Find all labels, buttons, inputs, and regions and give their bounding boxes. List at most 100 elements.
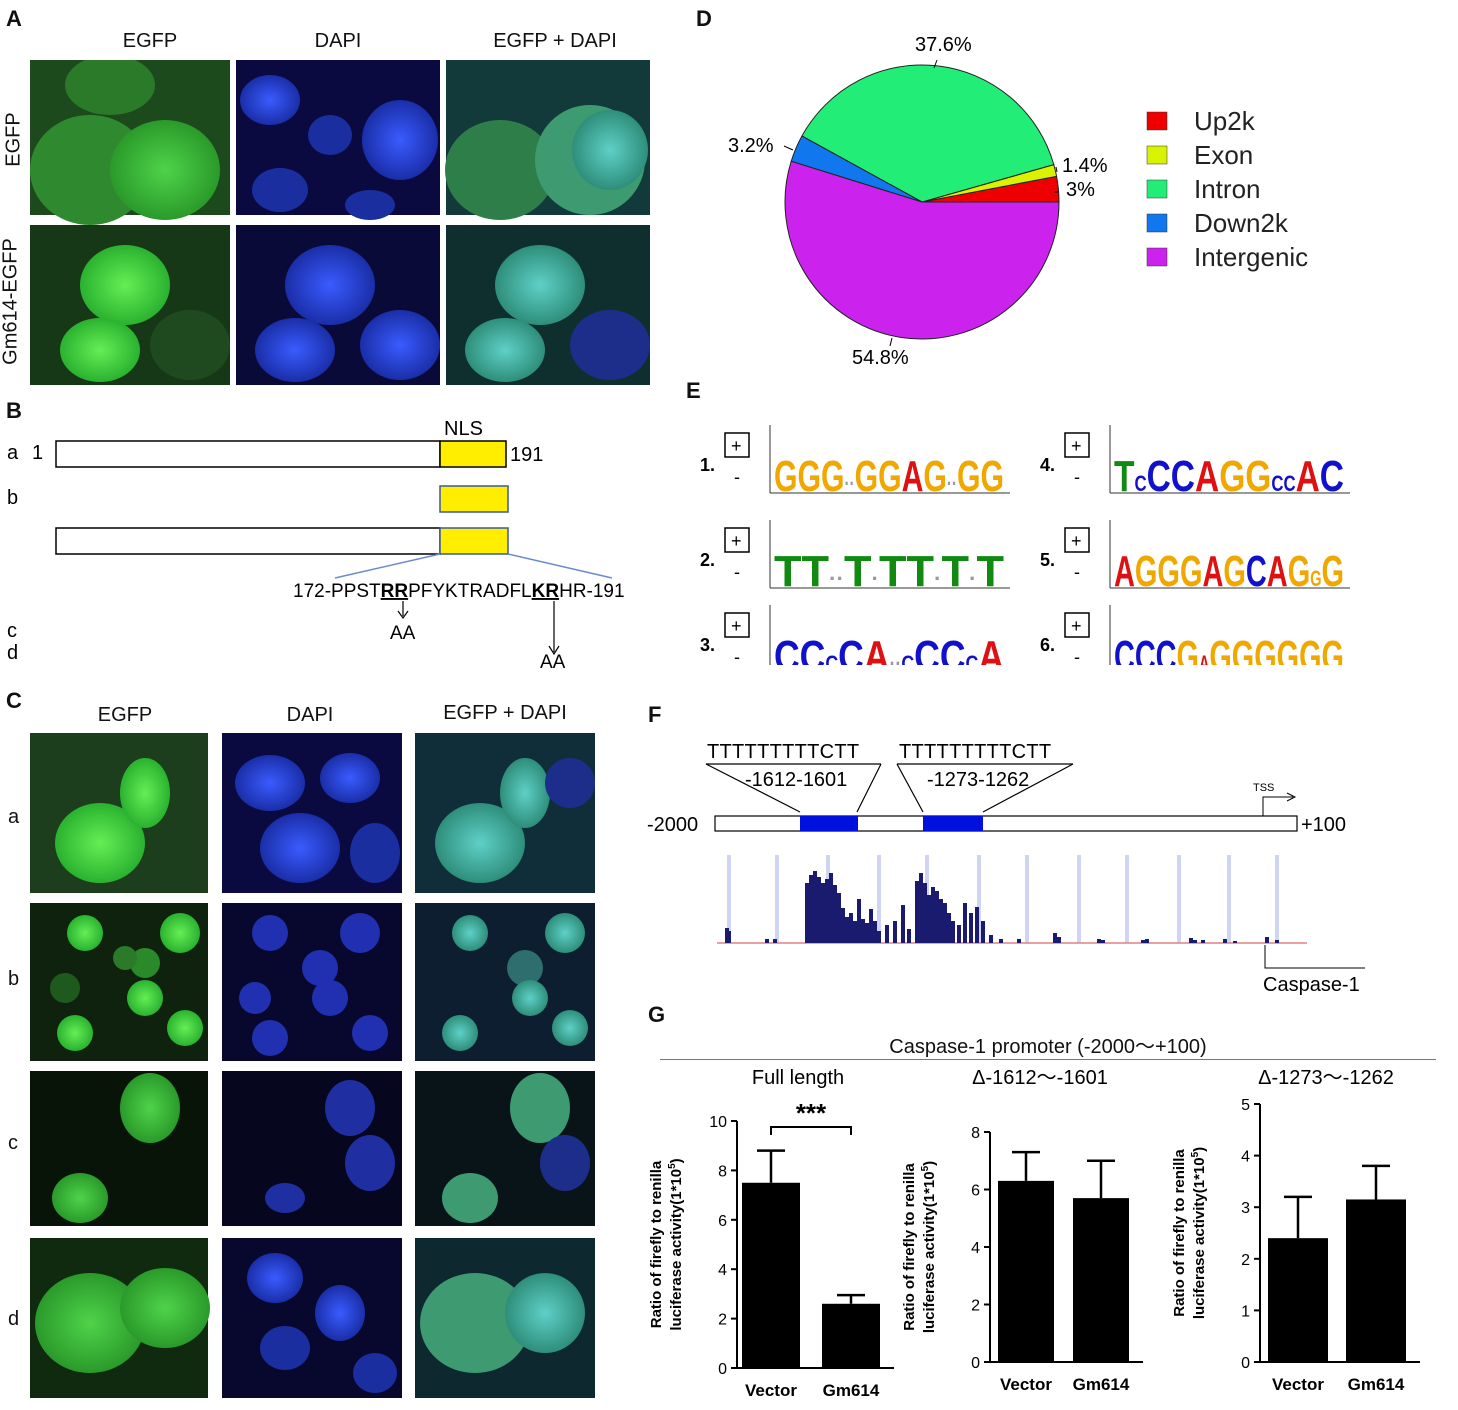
y-tick-2-8: 8 — [971, 1125, 980, 1142]
motif-number-2: 2. — [700, 550, 715, 570]
motif-number-4: 4. — [1040, 455, 1055, 475]
bar-chart-title-2: Δ-1612～-1601 — [972, 1067, 1108, 1089]
promoter-right-label: +100 — [1301, 814, 1346, 836]
panel-g-title: Caspase-1 promoter (-2000～+100) — [889, 1036, 1207, 1058]
panel-f-letter: F — [648, 702, 662, 727]
nls-sequence: 172-PPSTRRPFYKTRADFLKRHR-191 — [293, 581, 625, 602]
motif-plus-2: + — [731, 531, 742, 551]
motif-site-2 — [923, 816, 983, 831]
pie-label-intergenic: 54.8% — [852, 347, 909, 369]
motif-number-5: 5. — [1040, 550, 1055, 570]
motif-logo-5: AGGGAGCAGGG — [1114, 547, 1344, 596]
pie-label-down2k: 3.2% — [728, 135, 774, 157]
motif-logo-4: TCCCAGGCCAC — [1114, 452, 1344, 501]
legend-label-down2k: Down2k — [1194, 208, 1289, 238]
motif-strand-box-4 — [1064, 432, 1090, 458]
motif-plus-6: + — [1071, 616, 1082, 636]
row-c-label: c — [7, 620, 17, 642]
legend-label-exon: Exon — [1194, 140, 1253, 170]
panel-d-letter: D — [696, 6, 712, 31]
motif-pos-2: -1273-1262 — [927, 769, 1029, 791]
y-tick-3-4: 4 — [1241, 1149, 1250, 1166]
panel-b-letter: B — [6, 398, 22, 423]
panel-a-col-egfp: EGFP — [122, 30, 178, 52]
panel-c-col-egfp: EGFP — [97, 704, 153, 726]
y-tick-2-2: 2 — [971, 1298, 980, 1315]
motif-number-6: 6. — [1040, 635, 1055, 655]
motif-strand-box-2 — [724, 527, 750, 553]
pie-label-exon: 1.4% — [1062, 155, 1108, 177]
legend-label-intron: Intron — [1194, 174, 1261, 204]
motif-strand-box-3 — [724, 612, 750, 638]
gene-label: Caspase-1 — [1263, 974, 1360, 996]
motif-logo-3: CCCCA··CCCCA — [774, 632, 1004, 665]
motif-strand-box-1 — [724, 432, 750, 458]
significance-marker: *** — [796, 1098, 827, 1128]
mutation-d-aa: AA — [540, 652, 566, 673]
panel-c-row-b: b — [8, 968, 20, 990]
row-a-label: a — [7, 442, 19, 464]
motif-seq-1: TTTTTTTTTCTT — [707, 741, 859, 763]
y-tick-2-0: 0 — [971, 1355, 980, 1372]
nls-label: NLS — [444, 418, 483, 440]
mutant-box — [55, 527, 441, 555]
panel-a-col-dapi: DAPI — [314, 30, 362, 52]
panel-a-col-merge: EGFP + DAPI — [493, 30, 617, 52]
y-label-line2-3: luciferase activity(1*105) — [1190, 1147, 1208, 1319]
tss-label: TSS — [1253, 782, 1274, 794]
chip-signal-track — [717, 855, 1307, 944]
panel-c-col-dapi: DAPI — [286, 704, 334, 726]
y-tick-1-0: 0 — [718, 1361, 727, 1378]
bar-1-vector — [742, 1182, 800, 1368]
x-tick-3-gm614: Gm614 — [1348, 1375, 1405, 1394]
y-tick-3-5: 5 — [1241, 1097, 1250, 1114]
motif-minus-2: - — [734, 562, 740, 582]
pie-slice-intergenic — [784, 160, 1060, 340]
bar-3-gm614 — [1346, 1199, 1406, 1362]
pie-label-up2k: 3% — [1066, 179, 1095, 201]
start-label: 1 — [32, 442, 43, 464]
panel-c-col-merge: EGFP + DAPI — [443, 702, 567, 724]
promoter-bar — [714, 815, 1298, 832]
motif-logo-2: TT··T·TT·T·T — [774, 547, 1004, 596]
y-tick-1-2: 2 — [718, 1312, 727, 1329]
full-length-box — [55, 440, 441, 468]
motif-strand-box-5 — [1064, 527, 1090, 553]
legend-swatch-up2k — [1146, 111, 1168, 131]
panel-a-row-egfp: EGFP — [2, 112, 25, 167]
motif-logo-6: CCCGAGGGGGG — [1114, 632, 1344, 665]
motif-minus-1: - — [734, 467, 740, 487]
y-tick-3-2: 2 — [1241, 1252, 1250, 1269]
y-label-line2-1: luciferase activity(1*105) — [667, 1158, 685, 1330]
legend-swatch-intergenic — [1146, 247, 1168, 267]
y-tick-1-6: 6 — [718, 1213, 727, 1230]
bar-3-vector — [1268, 1238, 1328, 1362]
panel-a-letter: A — [6, 6, 22, 31]
y-tick-3-3: 3 — [1241, 1200, 1250, 1217]
panel-g-letter: G — [648, 1002, 666, 1027]
row-b-label: b — [7, 487, 18, 509]
row-d-label: d — [7, 642, 18, 664]
bar-1-gm614 — [822, 1303, 880, 1368]
nls-box-a — [439, 440, 507, 468]
x-tick-1-vector: Vector — [745, 1381, 797, 1400]
panel-a-micrographs — [30, 60, 650, 385]
y-tick-1-8: 8 — [718, 1163, 727, 1180]
motif-seq-2: TTTTTTTTTCTT — [899, 741, 1051, 763]
motif-number-3: 3. — [700, 635, 715, 655]
y-label-line1-1: Ratio of firefly to renilla — [648, 1160, 665, 1328]
mutation-c-aa: AA — [390, 623, 416, 644]
end-label: 191 — [510, 444, 543, 466]
nls-box-c — [439, 527, 509, 555]
panel-a-row-gm614: Gm614-EGFP — [0, 238, 22, 365]
y-tick-3-0: 0 — [1241, 1355, 1250, 1372]
legend-label-intergenic: Intergenic — [1194, 242, 1308, 272]
panel-d-pie-chart: 3%1.4% 37.6% 3.2% 54.8% Up2k Exon Intron Down2k… — [728, 34, 1308, 369]
legend-swatch-down2k — [1146, 213, 1168, 233]
panel-e-motifs: 1. + - GGG··GGAG··GG 2. + - TT··T·TT·T·T 3. + - CCC… — [700, 425, 1350, 665]
bar-2-vector — [998, 1180, 1054, 1362]
motif-pos-1: -1612-1601 — [745, 769, 847, 791]
motif-logo-1: GGG··GGAG··GG — [774, 452, 1004, 501]
y-tick-2-4: 4 — [971, 1240, 980, 1257]
